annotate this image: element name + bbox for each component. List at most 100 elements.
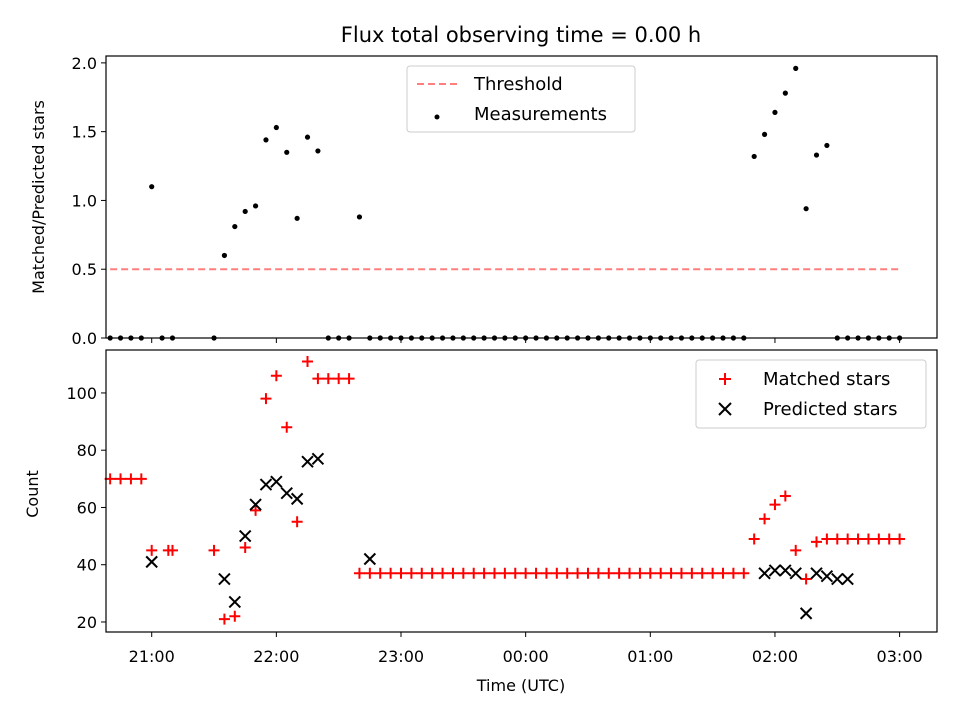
top-ytick-label: 0.5 (72, 260, 97, 279)
matched-star-point (281, 421, 293, 433)
bottom-xlabel: Time (UTC) (476, 676, 565, 695)
legend-measurements-label: Measurements (474, 104, 607, 125)
bottom-ytick-label: 80 (77, 441, 97, 460)
matched-star-point (540, 567, 552, 579)
measurement-point (242, 208, 248, 215)
legend-matched-label: Matched stars (763, 369, 890, 390)
matched-star-point (572, 567, 584, 579)
legend-predicted-label: Predicted stars (763, 399, 897, 420)
matched-star-point (478, 567, 490, 579)
matched-star-point (675, 567, 687, 579)
bottom-axes-frame (105, 349, 938, 633)
matched-star-point (437, 567, 449, 579)
matched-star-point (520, 567, 532, 579)
predicted-star-point (228, 595, 242, 609)
top-ytick-label: 1.5 (72, 123, 97, 142)
predicted-star-point (218, 572, 231, 586)
bottom-xtick-label: 00:00 (503, 647, 549, 666)
measurement-point (356, 214, 363, 220)
matched-star-point (322, 373, 334, 385)
matched-star-point (831, 533, 843, 545)
matched-star-point (582, 567, 594, 579)
top-axes: 0.00.51.01.52.0 Matched/Predicted stars … (29, 54, 938, 348)
measurement-point (315, 148, 321, 154)
legend-measurements-swatch (434, 114, 440, 120)
measurement-point (751, 153, 757, 160)
matched-star-point (655, 567, 667, 579)
matched-star-point (364, 567, 376, 579)
top-axes-frame (105, 55, 938, 339)
bottom-xtick-label: 22:00 (253, 647, 299, 666)
matched-star-point (769, 499, 781, 511)
bottom-xtick-label: 21:00 (129, 647, 175, 666)
legend-predicted-swatch (718, 402, 732, 416)
predicted-star-point (270, 475, 283, 488)
matched-star-point (125, 473, 137, 485)
measurement-point (793, 65, 799, 71)
predicted-star-point (810, 567, 823, 580)
predicted-star-point (758, 567, 771, 580)
top-legend: Threshold Measurements (406, 65, 636, 133)
matched-star-point (250, 504, 262, 516)
bottom-ytick-label: 60 (77, 498, 97, 517)
predicted-star-point (259, 478, 273, 491)
predicted-star-point (301, 455, 314, 468)
matched-star-point (592, 567, 604, 579)
bottom-axes: 20 40 60 80 100 21:00 22:00 23:00 00:00 01:00 02:… (23, 349, 938, 695)
matched-star-point (665, 567, 677, 579)
matched-star-point (218, 613, 230, 625)
matched-star-point (457, 567, 469, 579)
predicted-star-point (290, 492, 304, 506)
matched-star-point (842, 533, 854, 545)
bottom-ytick-label: 100 (66, 384, 97, 403)
legend-threshold-label: Threshold (473, 74, 563, 95)
bottom-legend: Matched stars Predicted stars (695, 359, 927, 429)
measurement-point (221, 252, 228, 259)
matched-star-point (862, 533, 874, 545)
measurement-point (304, 134, 311, 140)
predicted-star-point (779, 564, 792, 577)
matched-star-point (800, 573, 812, 585)
bottom-legend-box (695, 359, 927, 429)
predicted-star-point (249, 498, 262, 511)
matched-star-point (115, 473, 127, 485)
bottom-xtick-label: 01:00 (627, 647, 673, 666)
matched-star-point (811, 536, 823, 548)
top-ytick-label: 2.0 (72, 54, 97, 73)
matched-star-point (790, 544, 802, 556)
matched-star-point (499, 567, 511, 579)
matched-star-point (603, 567, 615, 579)
matched-star-point (634, 567, 646, 579)
measurement-point (824, 142, 830, 149)
legend-matched-swatch (719, 373, 731, 385)
bottom-xtick-label: 03:00 (877, 647, 923, 666)
top-ytick-label: 1.0 (72, 191, 97, 210)
measurement-point (284, 149, 290, 155)
matched-star-point (385, 567, 397, 579)
matched-star-point (166, 544, 178, 556)
matched-star-point (748, 533, 760, 545)
matched-star-point (821, 533, 833, 545)
bottom-ytick-label: 20 (77, 613, 97, 632)
matched-star-point (146, 544, 158, 556)
matched-star-point (696, 567, 708, 579)
measurement-point (813, 152, 820, 158)
predicted-star-point (768, 564, 782, 577)
matched-star-point (343, 373, 355, 385)
predicted-star-point (841, 572, 854, 586)
matched-star-point (613, 567, 625, 579)
matched-star-point (561, 567, 573, 579)
matched-star-point (738, 567, 750, 579)
matched-star-point (759, 513, 771, 525)
measurement-point (772, 109, 778, 115)
predicted-star-point (831, 572, 844, 586)
matched-star-point (208, 544, 220, 556)
matched-star-point (426, 567, 438, 579)
matched-star-point (852, 533, 864, 545)
matched-star-point (468, 567, 480, 579)
matched-star-point (135, 473, 147, 485)
measurement-point (232, 223, 238, 230)
matched-star-point (374, 567, 386, 579)
matched-star-point (509, 567, 521, 579)
measurement-point (294, 215, 300, 221)
